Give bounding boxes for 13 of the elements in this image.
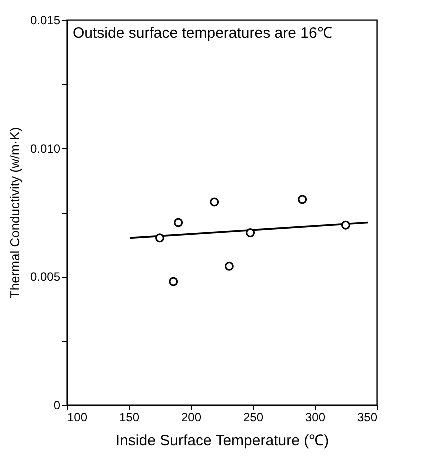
y-tick-label: 0.010 xyxy=(30,142,61,156)
x-tick-label: 200 xyxy=(181,410,202,424)
y-tick-label: 0.005 xyxy=(30,270,61,284)
y-tick-label: 0.015 xyxy=(30,14,61,28)
annotation: Outside surface temperatures are 16℃ xyxy=(73,25,332,42)
x-tick-label: 250 xyxy=(243,410,264,424)
x-tick-label: 300 xyxy=(305,410,326,424)
text: 0 xyxy=(54,398,60,412)
x-tick-label: 150 xyxy=(119,410,140,424)
x-tick-label: 100 xyxy=(68,410,88,424)
x-axis-title: Inside Surface Temperature (℃) xyxy=(116,432,330,450)
x-tick-label: 350 xyxy=(357,410,378,424)
y-axis-title: Thermal Conductivity (w/m·K) xyxy=(7,127,22,299)
